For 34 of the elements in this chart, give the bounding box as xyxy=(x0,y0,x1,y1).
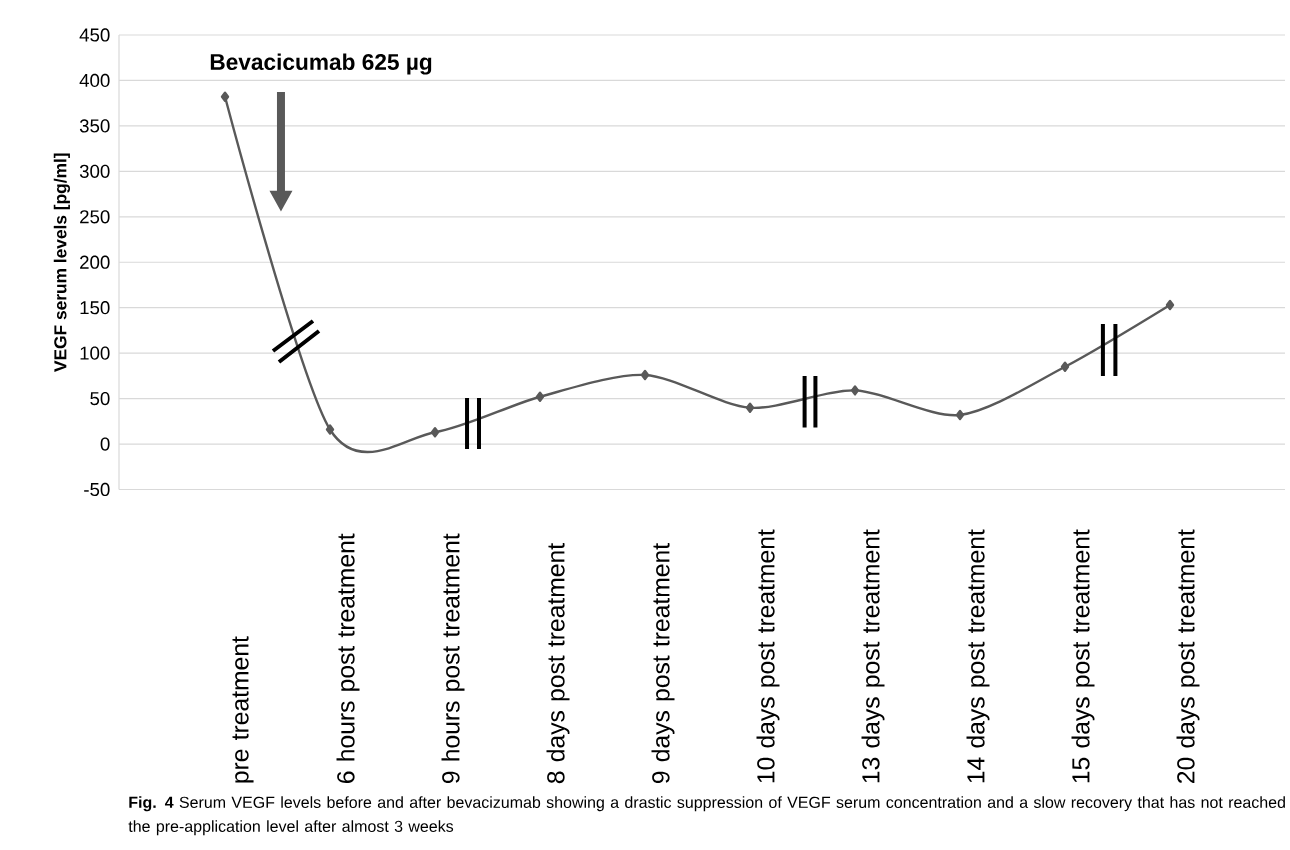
x-tick-label: 9 days post treatment xyxy=(651,543,675,784)
y-axis-title: VEGF serum levels [pg/ml] xyxy=(53,153,71,372)
x-tick-label: 13 days post treatment xyxy=(861,529,885,783)
point xyxy=(850,385,860,396)
point xyxy=(430,427,440,438)
x-tick-label: 10 days post treatment xyxy=(756,529,780,783)
point xyxy=(220,91,230,102)
x-tick-label: 8 days post treatment xyxy=(546,543,570,784)
x-tick-label: 14 days post treatment xyxy=(966,529,990,783)
point xyxy=(955,409,965,421)
y-tick-label: 200 xyxy=(80,255,110,269)
y-tick-label: -50 xyxy=(84,482,110,497)
point xyxy=(1165,299,1175,311)
point xyxy=(640,369,650,381)
y-tick-label: 50 xyxy=(90,391,110,406)
y-tick-label: 250 xyxy=(80,210,110,224)
point xyxy=(745,402,755,413)
annotation: Bevacicumab 625 µg xyxy=(210,53,432,75)
point xyxy=(535,391,545,402)
y-tick-label: 300 xyxy=(79,164,110,178)
x-tick-label: 20 days post treatment xyxy=(1176,529,1200,783)
text: Fig. 4 Serum VEGF levels before and after bevacizumab showing a drastic suppression of VEGF serum concentration and a slow recovery that has not reached the pre-application level after almost 3 weeks xyxy=(128,796,1285,836)
y-tick-label: 400 xyxy=(79,73,110,88)
x-tick-label: 9 hours post treatment xyxy=(441,533,465,784)
y-tick-label: 150 xyxy=(80,301,110,315)
y-tick-label: 450 xyxy=(79,28,110,42)
y-tick-label: 0 xyxy=(100,437,110,451)
y-tick-label: 350 xyxy=(79,119,110,133)
x-tick-label: pre treatment xyxy=(232,636,254,783)
y-tick-label: 100 xyxy=(80,346,110,360)
x-tick-label: 15 days post treatment xyxy=(1071,529,1095,783)
point xyxy=(1060,361,1070,372)
point xyxy=(325,424,335,435)
x-tick-label: 6 hours post treatment xyxy=(336,533,360,783)
